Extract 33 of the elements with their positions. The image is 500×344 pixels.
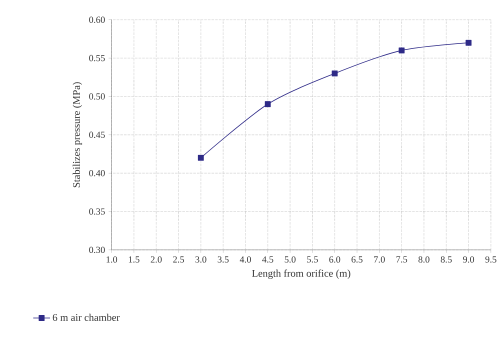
x-tick-label: 2.0 xyxy=(150,256,162,263)
point xyxy=(398,48,405,54)
x-tick-label: 2.5 xyxy=(173,256,184,263)
x-tick-label: 3.5 xyxy=(218,256,229,263)
x-tick-label: 6.0 xyxy=(329,256,340,263)
x-tick-label: 5.5 xyxy=(307,256,318,263)
point xyxy=(332,70,338,77)
x-tick-label: 1.5 xyxy=(128,256,140,263)
x-tick-label: 9.0 xyxy=(463,256,474,263)
x-tick-label: 8.0 xyxy=(418,256,430,263)
x-tick-label: 5.0 xyxy=(284,256,296,263)
x-tick-label: 6.5 xyxy=(352,256,362,263)
point xyxy=(466,40,472,46)
x-tick-label: 3.0 xyxy=(195,256,206,263)
y-tick-label: 0.40 xyxy=(89,170,105,176)
x-tick-label: 4.5 xyxy=(262,256,274,263)
x-tick-label: 8.5 xyxy=(440,256,452,263)
x-tick-label: 7.5 xyxy=(396,256,408,263)
x-tick-label: 7.0 xyxy=(374,256,385,263)
x-tick-label: 4.0 xyxy=(240,256,251,263)
y-tick-label: 0.60 xyxy=(89,16,105,24)
point xyxy=(198,155,204,161)
y-tick-label: 0.50 xyxy=(89,93,105,100)
x-tick-label: 1.0 xyxy=(106,256,118,263)
x-tick-label: 9.5 xyxy=(485,256,496,263)
point xyxy=(264,101,271,108)
y-tick-label: 0.55 xyxy=(89,55,105,62)
y-tick-label: 0.35 xyxy=(89,208,105,215)
y-tick-label: 0.45 xyxy=(89,132,105,138)
x-axis-title: Length from orifice (m) xyxy=(252,270,350,280)
y-tick-label: 0.30 xyxy=(89,246,105,254)
legend-label: 6 m air chamber xyxy=(52,314,120,322)
y-axis-title: Stabilizes pressure (MPa) xyxy=(72,82,82,188)
